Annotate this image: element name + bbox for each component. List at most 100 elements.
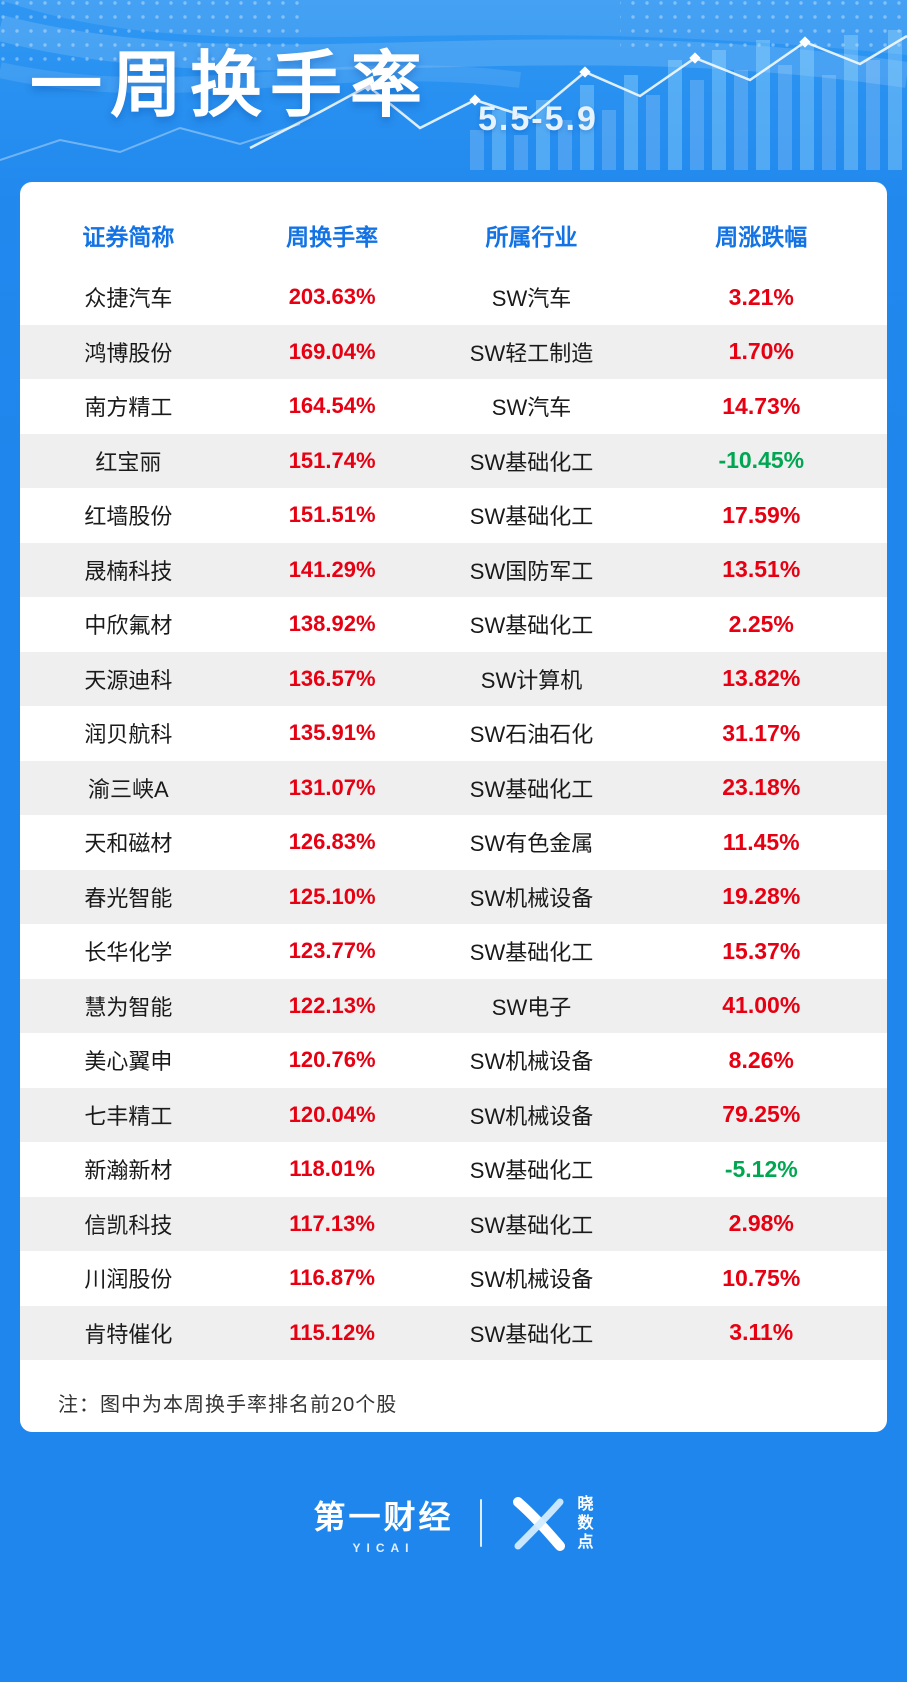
yicai-logo-cn: 第一财经 — [313, 1498, 454, 1535]
weekly-change: 19.28% — [722, 883, 801, 910]
table-row: 长华化学 123.77% SW基础化工 15.37% — [20, 924, 887, 979]
table-row: 渝三峡A 131.07% SW基础化工 23.18% — [20, 760, 887, 815]
weekly-change: 10.75% — [722, 1264, 801, 1291]
turnover-rate: 123.77% — [288, 938, 376, 964]
table-header-row: 证券简称 周换手率 所属行业 周涨跌幅 — [20, 182, 887, 270]
weekly-change: 23.18% — [722, 774, 801, 801]
turnover-rate: 126.83% — [288, 829, 376, 855]
turnover-rate: 120.04% — [288, 1101, 376, 1127]
decorative-line — [0, 34, 907, 161]
industry: SW基础化工 — [469, 613, 594, 639]
weekly-change: 31.17% — [722, 719, 801, 746]
table-row: 晟楠科技 141.29% SW国防军工 13.51% — [20, 542, 887, 597]
industry: SW基础化工 — [469, 1158, 594, 1184]
header-decoration-chart — [0, 0, 907, 170]
industry: SW基础化工 — [469, 1321, 594, 1347]
weekly-change: 79.25% — [722, 1101, 801, 1128]
industry: SW有色金属 — [469, 831, 594, 857]
stock-name: 春光智能 — [84, 885, 173, 911]
turnover-rate: 151.74% — [288, 447, 376, 473]
industry: SW机械设备 — [469, 1103, 594, 1129]
stock-name: 信凯科技 — [84, 1212, 173, 1238]
weekly-change: 3.11% — [729, 1319, 794, 1346]
turnover-rate: 135.91% — [288, 720, 376, 746]
stock-name: 新瀚新材 — [84, 1158, 173, 1184]
stock-name: 红墙股份 — [84, 504, 173, 530]
industry: SW机械设备 — [469, 1049, 594, 1075]
turnover-rate: 131.07% — [288, 774, 376, 800]
stock-name: 润贝航科 — [84, 722, 173, 748]
stock-name: 鸿博股份 — [84, 340, 173, 366]
table-row: 众捷汽车 203.63% SW汽车 3.21% — [20, 270, 887, 325]
weekly-change: 2.25% — [728, 610, 794, 637]
weekly-change: 1.70% — [728, 338, 794, 365]
industry: SW石油石化 — [469, 722, 594, 748]
table-row: 润贝航科 135.91% SW石油石化 31.17% — [20, 706, 887, 761]
table-body: 众捷汽车 203.63% SW汽车 3.21% 鸿博股份 169.04% SW轻工制造 1.7… — [20, 270, 887, 1360]
stock-name: 肯特催化 — [84, 1321, 173, 1347]
stock-name: 渝三峡A — [88, 776, 169, 802]
table-row: 春光智能 125.10% SW机械设备 19.28% — [20, 869, 887, 924]
turnover-rate: 118.01% — [289, 1156, 375, 1182]
industry: SW基础化工 — [469, 449, 594, 475]
table-row: 信凯科技 117.13% SW基础化工 2.98% — [20, 1196, 887, 1251]
yicai-logo: 第一财经 YICAI — [313, 1492, 453, 1555]
table-row: 中欣氟材 138.92% SW基础化工 2.25% — [20, 597, 887, 652]
xiaoshudian-logo: 晓 数 点 — [508, 1492, 594, 1554]
turnover-rate: 122.13% — [288, 992, 376, 1018]
industry: SW电子 — [491, 994, 572, 1020]
industry: SW机械设备 — [469, 885, 594, 911]
weekly-change: 13.51% — [722, 556, 801, 583]
stock-name: 众捷汽车 — [84, 286, 173, 312]
date-range: 5.5-5.9 — [478, 100, 598, 138]
xs-brand-chars: 晓 数 点 — [578, 1495, 594, 1552]
table-card: 证券简称 周换手率 所属行业 周涨跌幅 众捷汽车 203.63% SW汽车 3.21%… — [20, 182, 887, 1432]
industry: SW汽车 — [491, 286, 572, 312]
weekly-change: 17.59% — [722, 501, 801, 528]
turnover-rate: 203.63% — [288, 284, 376, 310]
table-row: 美心翼申 120.76% SW机械设备 8.26% — [20, 1033, 887, 1088]
xs-char: 点 — [577, 1533, 594, 1551]
turnover-rate: 141.29% — [288, 556, 376, 582]
weekly-change: -10.45% — [718, 447, 805, 474]
turnover-rate: 116.87% — [289, 1265, 375, 1291]
stock-name: 美心翼申 — [84, 1049, 173, 1075]
weekly-change: 11.45% — [722, 828, 800, 855]
decorative-bars — [470, 30, 902, 170]
turnover-rate: 169.04% — [288, 338, 376, 364]
stock-name: 天和磁材 — [84, 831, 173, 857]
turnover-rate: 151.51% — [288, 502, 376, 528]
column-header-industry: 所属行业 — [485, 224, 578, 250]
industry: SW基础化工 — [469, 940, 594, 966]
page-footer: 第一财经 YICAI 晓 数 点 — [0, 1468, 907, 1578]
stock-name: 天源迪科 — [84, 667, 173, 693]
industry: SW汽车 — [491, 395, 572, 421]
page-title: 一周换手率 — [30, 46, 431, 126]
xs-mark-icon — [512, 1497, 565, 1551]
industry: SW机械设备 — [469, 1267, 594, 1293]
yicai-logo-en: YICAI — [352, 1540, 415, 1555]
weekly-change: 8.26% — [728, 1046, 794, 1073]
table-row: 天源迪科 136.57% SW计算机 13.82% — [20, 651, 887, 706]
footer-divider — [479, 1499, 482, 1547]
table-row: 肯特催化 115.12% SW基础化工 3.11% — [20, 1305, 887, 1360]
table-row: 慧为智能 122.13% SW电子 41.00% — [20, 978, 887, 1033]
industry: SW国防军工 — [469, 558, 594, 584]
stock-name: 中欣氟材 — [84, 613, 173, 639]
turnover-rate: 138.92% — [288, 611, 376, 637]
weekly-change: 15.37% — [722, 937, 801, 964]
turnover-rate: 164.54% — [288, 393, 376, 419]
table-row: 鸿博股份 169.04% SW轻工制造 1.70% — [20, 324, 887, 379]
turnover-rate: 115.12% — [289, 1319, 375, 1345]
table-row: 川润股份 116.87% SW机械设备 10.75% — [20, 1251, 887, 1306]
industry: SW基础化工 — [469, 776, 594, 802]
page-header: 一周换手率 5.5-5.9 — [0, 0, 907, 182]
turnover-rate: 125.10% — [288, 883, 376, 909]
table-row: 南方精工 164.54% SW汽车 14.73% — [20, 379, 887, 434]
turnover-rate: 120.76% — [288, 1047, 376, 1073]
column-header-turnover: 周换手率 — [286, 224, 379, 250]
stock-name: 慧为智能 — [84, 994, 173, 1020]
table-row: 七丰精工 120.04% SW机械设备 79.25% — [20, 1087, 887, 1142]
weekly-change: 41.00% — [722, 992, 801, 1019]
